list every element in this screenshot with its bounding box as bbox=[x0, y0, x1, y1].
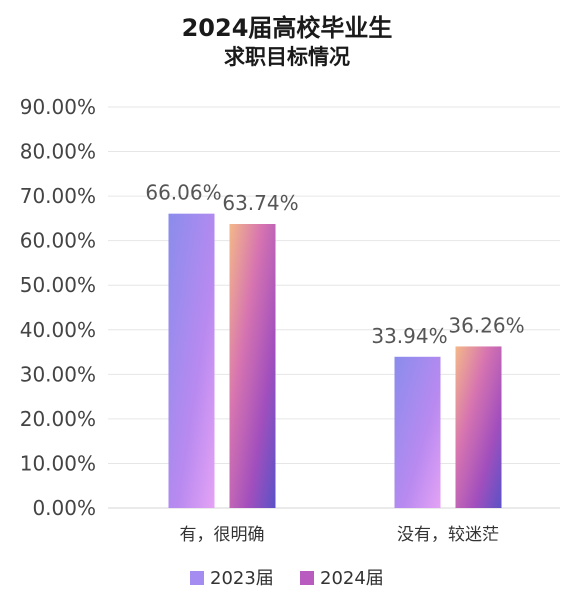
x-tick-label: 没有，较迷茫 bbox=[397, 525, 499, 545]
data-label: 63.74% bbox=[222, 191, 298, 215]
data-labels: 66.06% 63.74% 33.94% 36.26% bbox=[145, 181, 524, 348]
y-tick-label: 40.00% bbox=[20, 318, 96, 342]
legend-label: 2023届 bbox=[210, 568, 274, 589]
bar bbox=[168, 213, 215, 508]
y-tick-label: 60.00% bbox=[20, 229, 96, 253]
y-tick-label: 50.00% bbox=[20, 273, 96, 297]
y-tick-label: 0.00% bbox=[32, 496, 96, 520]
bar bbox=[394, 356, 441, 508]
legend: 2023届 2024届 bbox=[190, 568, 384, 589]
y-tick-label: 20.00% bbox=[20, 407, 96, 431]
x-axis: 有，很明确 没有，较迷茫 bbox=[180, 525, 500, 545]
y-tick-label: 30.00% bbox=[20, 362, 96, 386]
legend-swatch bbox=[300, 571, 314, 585]
data-label: 66.06% bbox=[145, 181, 221, 205]
y-tick-label: 80.00% bbox=[20, 140, 96, 164]
data-label: 33.94% bbox=[371, 324, 447, 348]
y-tick-label: 10.00% bbox=[20, 451, 96, 475]
bars bbox=[168, 213, 502, 509]
y-axis: 0.00% 10.00% 20.00% 30.00% 40.00% 50.00% 60.00… bbox=[20, 95, 96, 520]
y-tick-label: 90.00% bbox=[20, 95, 96, 119]
y-tick-label: 70.00% bbox=[20, 184, 96, 208]
legend-swatch bbox=[190, 571, 204, 585]
bar bbox=[229, 224, 276, 509]
bar bbox=[455, 346, 502, 508]
x-tick-label: 有，很明确 bbox=[180, 525, 265, 545]
legend-label: 2024届 bbox=[320, 568, 384, 589]
chart-subtitle: 求职目标情况 bbox=[224, 45, 350, 69]
data-label: 36.26% bbox=[448, 313, 524, 337]
chart-title: 2024届高校毕业生 bbox=[182, 14, 393, 42]
